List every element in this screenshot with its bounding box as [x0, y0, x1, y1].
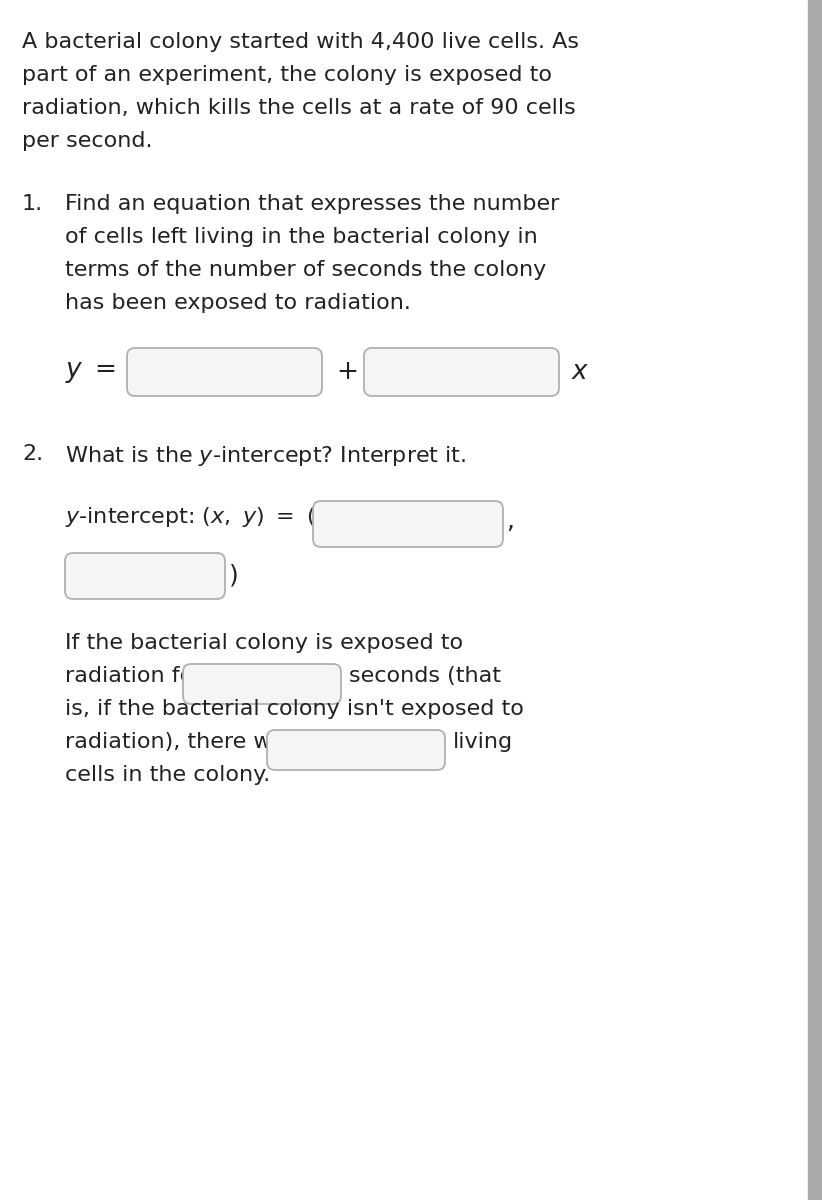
- Text: radiation, which kills the cells at a rate of 90 cells: radiation, which kills the cells at a ra…: [22, 98, 575, 118]
- Text: part of an experiment, the colony is exposed to: part of an experiment, the colony is exp…: [22, 65, 552, 85]
- Text: $y$-intercept: $(x,\ y)\ =\ ($: $y$-intercept: $(x,\ y)\ =\ ($: [65, 505, 315, 529]
- Text: radiation), there will be: radiation), there will be: [65, 732, 326, 752]
- Text: cells in the colony.: cells in the colony.: [65, 766, 270, 785]
- Text: has been exposed to radiation.: has been exposed to radiation.: [65, 293, 411, 313]
- Text: of cells left living in the bacterial colony in: of cells left living in the bacterial co…: [65, 227, 538, 247]
- Text: terms of the number of seconds the colony: terms of the number of seconds the colon…: [65, 260, 547, 280]
- Text: living: living: [453, 732, 513, 752]
- Text: per second.: per second.: [22, 131, 153, 151]
- Text: +: +: [336, 359, 358, 385]
- FancyBboxPatch shape: [65, 553, 225, 599]
- FancyBboxPatch shape: [183, 664, 341, 704]
- Text: ,: ,: [506, 509, 514, 533]
- Text: If the bacterial colony is exposed to: If the bacterial colony is exposed to: [65, 634, 463, 653]
- Bar: [808, 0, 822, 1200]
- FancyBboxPatch shape: [267, 730, 445, 770]
- Text: What is the $y$-intercept? Interpret it.: What is the $y$-intercept? Interpret it.: [65, 444, 466, 468]
- FancyBboxPatch shape: [313, 502, 503, 547]
- Text: ): ): [229, 563, 238, 587]
- Text: A bacterial colony started with 4,400 live cells. As: A bacterial colony started with 4,400 li…: [22, 32, 579, 52]
- Text: $x$: $x$: [571, 359, 589, 385]
- Text: 1.: 1.: [22, 194, 43, 214]
- Text: radiation for: radiation for: [65, 666, 202, 686]
- Text: 2.: 2.: [22, 444, 43, 464]
- FancyBboxPatch shape: [364, 348, 559, 396]
- Text: Find an equation that expresses the number: Find an equation that expresses the numb…: [65, 194, 560, 214]
- Text: $y\ =$: $y\ =$: [65, 359, 116, 385]
- FancyBboxPatch shape: [127, 348, 322, 396]
- Text: is, if the bacterial colony isn't exposed to: is, if the bacterial colony isn't expose…: [65, 698, 524, 719]
- Text: seconds (that: seconds (that: [349, 666, 501, 686]
